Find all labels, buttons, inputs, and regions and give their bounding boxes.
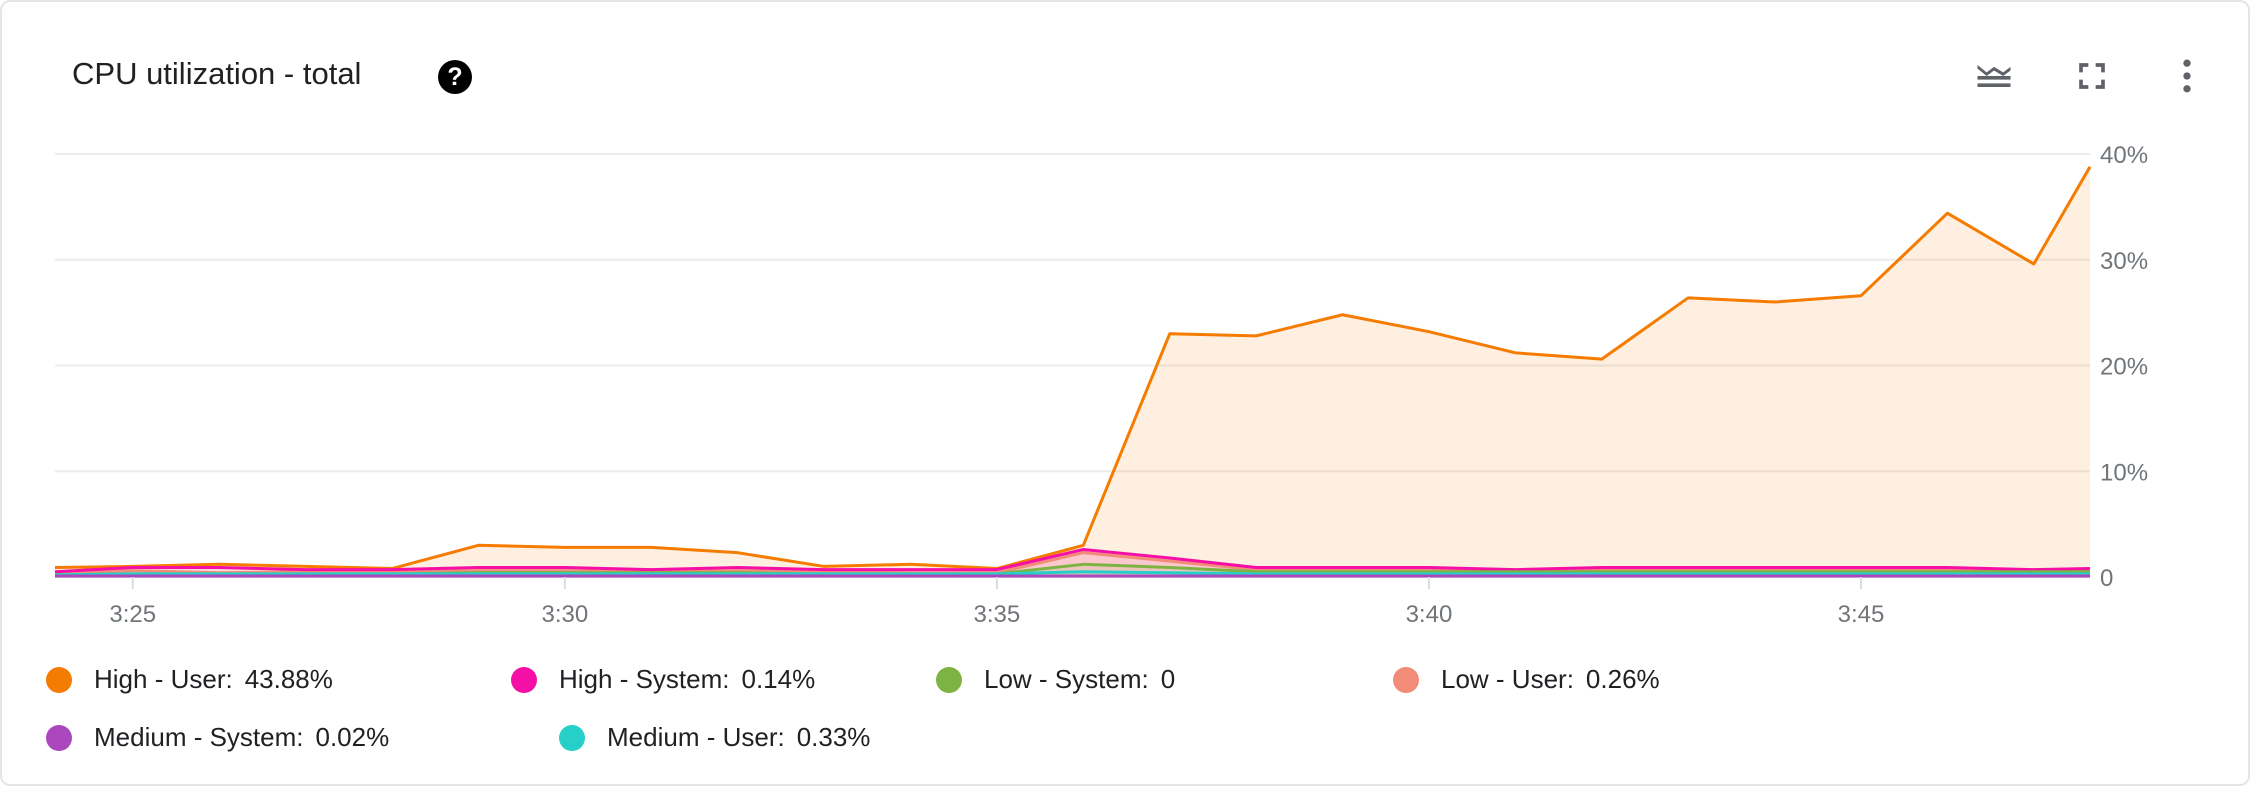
y-tick-label: 30% [2100, 248, 2148, 275]
legend-label: High - System: [559, 664, 730, 694]
legend-value: 0 [1160, 664, 1176, 694]
legend-label: High - User: [94, 664, 233, 694]
legend-swatch-icon [46, 666, 72, 693]
legend-value: 0.14% [741, 664, 816, 694]
legend-label: Medium - User: [607, 722, 785, 752]
legend-item[interactable]: Medium - System: 0.02% [46, 722, 389, 753]
legend-value: 0.02% [315, 722, 390, 752]
series-area-high-user [55, 166, 2090, 577]
x-tick-label: 3:35 [974, 601, 1021, 628]
legend-item[interactable]: High - User: 43.88% [46, 664, 333, 695]
legend-swatch-icon [1393, 666, 1419, 693]
legend-swatch-icon [46, 724, 72, 751]
legend-item[interactable]: High - System: 0.14% [511, 664, 815, 695]
x-tick-label: 3:40 [1406, 601, 1453, 628]
legend-label: Medium - System: [94, 722, 304, 752]
legend-value: 0.26% [1585, 664, 1660, 694]
more-vert-icon[interactable] [2165, 54, 2209, 98]
legend-value: 43.88% [244, 664, 333, 694]
legend-item[interactable]: Low - User: 0.26% [1393, 664, 1660, 695]
x-tick-label: 3:45 [1838, 601, 1885, 628]
legend-swatch-icon [936, 666, 962, 693]
legend-label: Low - User: [1441, 664, 1574, 694]
legend-toggle-icon[interactable] [1972, 54, 2016, 98]
y-tick-label: 0 [2100, 565, 2113, 592]
help-circle-icon[interactable]: ? [438, 60, 472, 94]
x-tick-label: 3:30 [541, 601, 588, 628]
legend-swatch-icon [511, 666, 537, 693]
legend-swatch-icon [559, 724, 585, 751]
y-tick-label: 10% [2100, 459, 2148, 486]
legend-value: 0.33% [796, 722, 871, 752]
legend-item[interactable]: Low - System: 0 [936, 664, 1175, 695]
legend-item[interactable]: Medium - User: 0.33% [559, 722, 870, 753]
chart-title: CPU utilization - total [72, 56, 362, 91]
y-tick-label: 40% [2100, 142, 2148, 169]
fullscreen-icon[interactable] [2070, 54, 2114, 98]
legend-label: Low - System: [984, 664, 1149, 694]
y-tick-label: 20% [2100, 354, 2148, 381]
x-tick-label: 3:25 [109, 601, 156, 628]
